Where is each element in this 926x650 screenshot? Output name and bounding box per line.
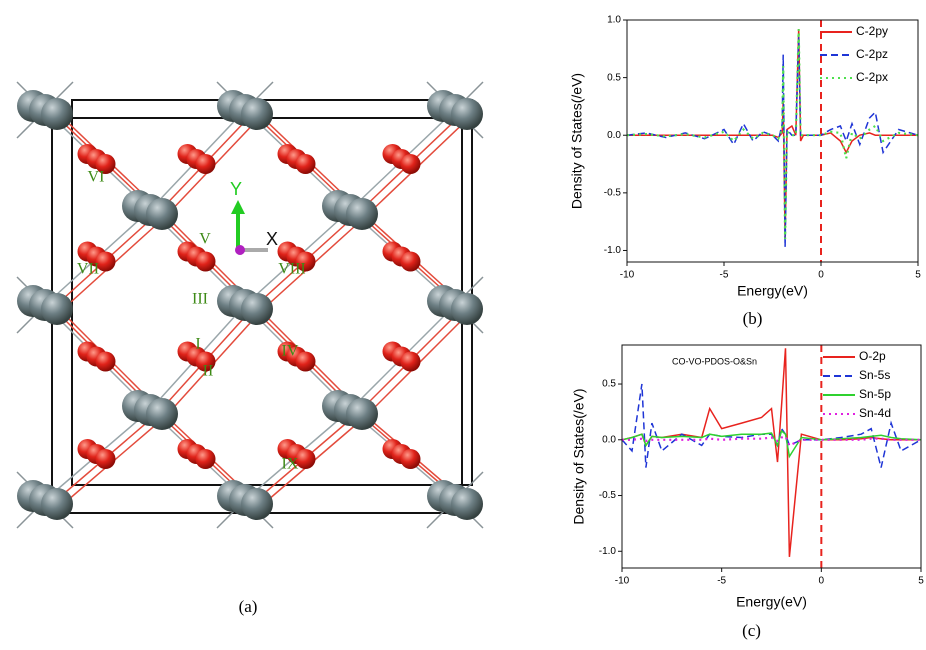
tin-atom xyxy=(146,398,178,430)
tin-atom xyxy=(241,98,273,130)
site-label: VI xyxy=(88,169,105,186)
site-label: VII xyxy=(77,261,99,278)
tin-atom xyxy=(346,398,378,430)
caption: (a) xyxy=(239,597,258,616)
y-tick-label: -1.0 xyxy=(604,245,622,256)
tin-atom xyxy=(41,293,73,325)
legend-label: Sn-5p xyxy=(859,387,891,401)
y-axis-label: Density of States(/eV) xyxy=(571,388,587,524)
y-tick-label: 0.5 xyxy=(602,379,616,390)
y-tick-label: 1.0 xyxy=(607,15,621,26)
site-label: II xyxy=(203,363,214,380)
axis-label: X xyxy=(266,229,278,249)
tin-atom xyxy=(241,488,273,520)
figure: VIVIIVIIIVIIIIIIIVIXYX (a) -1.0-0.50.00.… xyxy=(0,0,926,650)
oxygen-atom xyxy=(401,449,421,469)
oxygen-atom xyxy=(96,449,116,469)
axis-origin xyxy=(235,245,245,255)
site-label: V xyxy=(199,231,211,248)
caption: (b) xyxy=(743,309,763,328)
legend-label: C-2py xyxy=(856,24,888,38)
x-axis-label: Energy(eV) xyxy=(737,283,808,299)
tin-atom xyxy=(41,488,73,520)
site-label: III xyxy=(192,291,208,308)
x-tick-label: -5 xyxy=(720,270,729,281)
oxygen-atom xyxy=(296,449,316,469)
x-tick-label: -10 xyxy=(615,576,630,587)
caption: (c) xyxy=(742,621,761,640)
dos-line xyxy=(622,431,921,457)
y-tick-label: -0.5 xyxy=(599,490,617,501)
axis-label: Y xyxy=(230,179,242,199)
site-label: IX xyxy=(282,456,299,473)
tin-atom xyxy=(451,293,483,325)
x-axis-label: Energy(eV) xyxy=(736,594,807,610)
y-tick-label: -0.5 xyxy=(604,187,622,198)
y-axis-label: Density of States(/eV) xyxy=(569,73,585,209)
oxygen-atom xyxy=(96,352,116,372)
y-tick-label: 0.0 xyxy=(607,130,621,141)
oxygen-atom xyxy=(296,352,316,372)
oxygen-atom xyxy=(196,252,216,272)
legend-label: Sn-5s xyxy=(859,368,890,382)
oxygen-atom xyxy=(196,449,216,469)
oxygen-atom xyxy=(401,252,421,272)
site-label: IV xyxy=(282,343,299,360)
legend-label: C-2pz xyxy=(856,47,888,61)
tin-atom xyxy=(451,98,483,130)
legend-label: C-2px xyxy=(856,70,888,84)
axis-arrowhead xyxy=(231,200,245,214)
x-tick-label: -10 xyxy=(620,270,635,281)
y-tick-label: 0.5 xyxy=(607,72,621,83)
x-tick-label: 5 xyxy=(915,270,921,281)
tin-atom xyxy=(241,293,273,325)
site-label: I xyxy=(195,336,200,353)
x-tick-label: -5 xyxy=(717,576,726,587)
tin-atom xyxy=(41,98,73,130)
dos-line xyxy=(627,37,918,247)
oxygen-atom xyxy=(196,154,216,174)
oxygen-atom xyxy=(296,154,316,174)
page: VIVIIVIIIVIIIIIIIVIXYX (a) -1.0-0.50.00.… xyxy=(0,0,926,650)
oxygen-atom xyxy=(401,154,421,174)
tin-atom xyxy=(451,488,483,520)
annotation: CO-VO-PDOS-O&Sn xyxy=(672,356,757,366)
tin-atom xyxy=(146,198,178,230)
y-tick-label: -1.0 xyxy=(599,546,617,557)
legend-label: Sn-4d xyxy=(859,406,891,420)
x-tick-label: 0 xyxy=(818,270,824,281)
site-label: VIII xyxy=(278,261,306,278)
tin-atom xyxy=(346,198,378,230)
y-tick-label: 0.0 xyxy=(602,434,616,445)
x-tick-label: 0 xyxy=(819,576,825,587)
oxygen-atom xyxy=(401,352,421,372)
x-tick-label: 5 xyxy=(918,576,924,587)
legend-label: O-2p xyxy=(859,349,886,363)
